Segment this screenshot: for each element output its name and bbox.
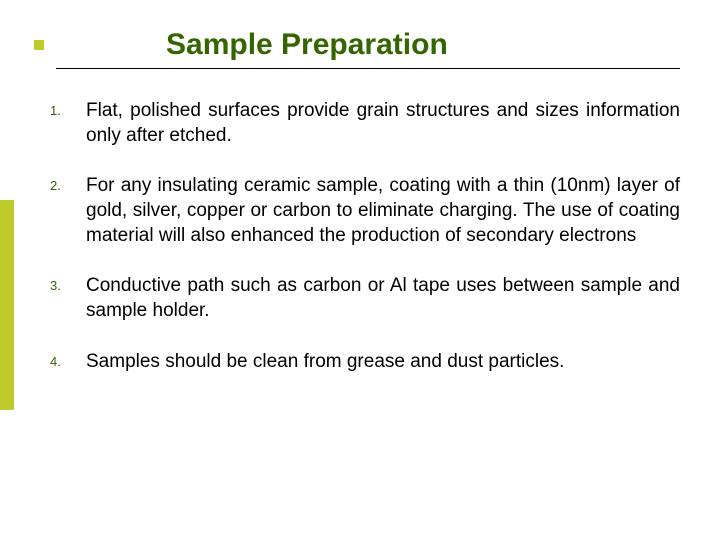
item-number: 2. [50,174,86,248]
list-item: 1. Flat, polished surfaces provide grain… [50,99,680,148]
item-number: 3. [50,274,86,323]
accent-sidebar [0,200,14,410]
item-text: For any insulating ceramic sample, coati… [86,174,680,248]
list-item: 3. Conductive path such as carbon or Al … [50,274,680,323]
item-text: Samples should be clean from grease and … [86,350,680,375]
list-item: 2. For any insulating ceramic sample, co… [50,174,680,248]
item-text: Flat, polished surfaces provide grain st… [86,99,680,148]
item-text: Conductive path such as carbon or Al tap… [86,274,680,323]
slide-title: Sample Preparation [56,28,680,69]
title-bullet-icon [34,40,44,50]
title-region: Sample Preparation [48,28,680,69]
item-number: 1. [50,99,86,148]
numbered-list: 1. Flat, polished surfaces provide grain… [48,99,680,375]
list-item: 4. Samples should be clean from grease a… [50,350,680,375]
slide-content: Sample Preparation 1. Flat, polished sur… [0,0,720,421]
item-number: 4. [50,350,86,375]
